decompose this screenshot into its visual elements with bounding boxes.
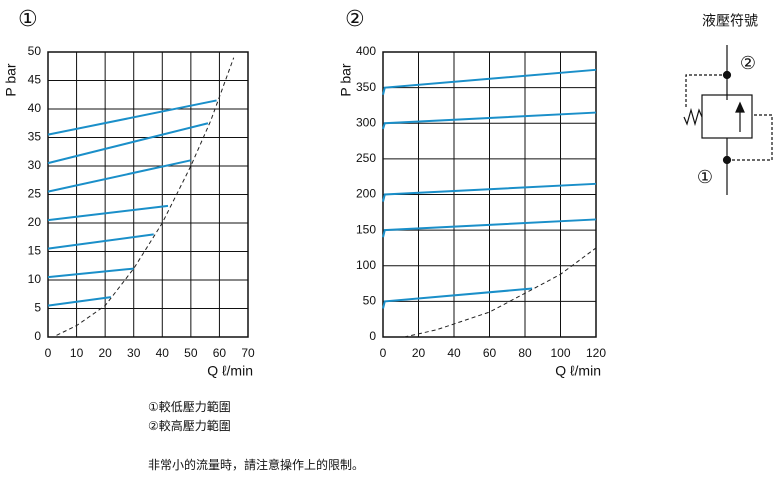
y-tick-label: 250 [356,151,376,165]
limit-curve [56,57,235,336]
pressure-line [47,296,111,307]
y-tick-label: 25 [28,187,42,201]
y-tick-label: 400 [356,44,376,58]
y-tick-label: 40 [28,101,42,115]
x-tick-label: 20 [98,346,112,360]
y-tick-label: 45 [28,73,42,87]
pressure-line [382,287,533,309]
note: 非常小的流量時，請注意操作上的限制。 [148,457,364,472]
y-tick-label: 50 [363,294,377,308]
plot-frame [47,51,249,338]
x-axis-label: Q ℓ/min [207,363,253,379]
x-tick-label: 0 [45,346,52,360]
pressure-line [382,218,597,238]
y-axis-label: P bar [338,63,354,97]
y-tick-label: 100 [356,258,376,272]
x-tick-label: 40 [447,346,461,360]
y-tick-label: 20 [28,215,42,229]
chart-title: ② [345,6,365,31]
pressure-line [47,233,154,250]
chart-title: ① [18,6,38,31]
pressure-line [382,68,597,95]
y-tick-label: 0 [369,329,376,343]
x-axis-label: Q ℓ/min [555,363,601,379]
symbol-title: 液壓符號 [702,13,758,29]
x-tick-label: 30 [127,346,141,360]
y-tick-label: 5 [34,301,41,315]
y-tick-label: 10 [28,272,42,286]
y-tick-label: 50 [28,44,42,58]
pressure-line [382,182,597,202]
pressure-line [382,111,597,130]
hydraulic-symbol [683,45,773,195]
y-tick-label: 35 [28,130,42,144]
pressure-line [47,267,134,279]
x-tick-label: 80 [518,346,532,360]
port-label: ② [740,53,756,73]
x-tick-label: 60 [213,346,227,360]
pressure-line [47,122,209,165]
pressure-line [47,159,192,193]
y-tick-label: 30 [28,158,42,172]
pressure-line [47,204,169,222]
note: ①較低壓力範圍 [148,399,231,414]
plot-frame [382,51,597,338]
x-tick-label: 50 [184,346,198,360]
pressure-line [47,99,217,136]
x-tick-label: 0 [380,346,387,360]
x-tick-label: 60 [483,346,497,360]
y-tick-label: 350 [356,80,376,94]
note: ②較高壓力範圍 [148,418,231,433]
x-tick-label: 70 [241,346,255,360]
y-tick-label: 0 [34,329,41,343]
y-tick-label: 300 [356,115,376,129]
limit-curve [404,247,597,338]
port-label: ① [697,167,713,187]
x-tick-label: 20 [412,346,426,360]
y-tick-label: 200 [356,187,376,201]
x-tick-label: 40 [156,346,170,360]
y-tick-label: 150 [356,222,376,236]
x-tick-label: 10 [70,346,84,360]
y-tick-label: 15 [28,244,42,258]
x-tick-label: 100 [550,346,570,360]
x-tick-label: 120 [586,346,606,360]
y-axis-label: P bar [3,63,19,97]
